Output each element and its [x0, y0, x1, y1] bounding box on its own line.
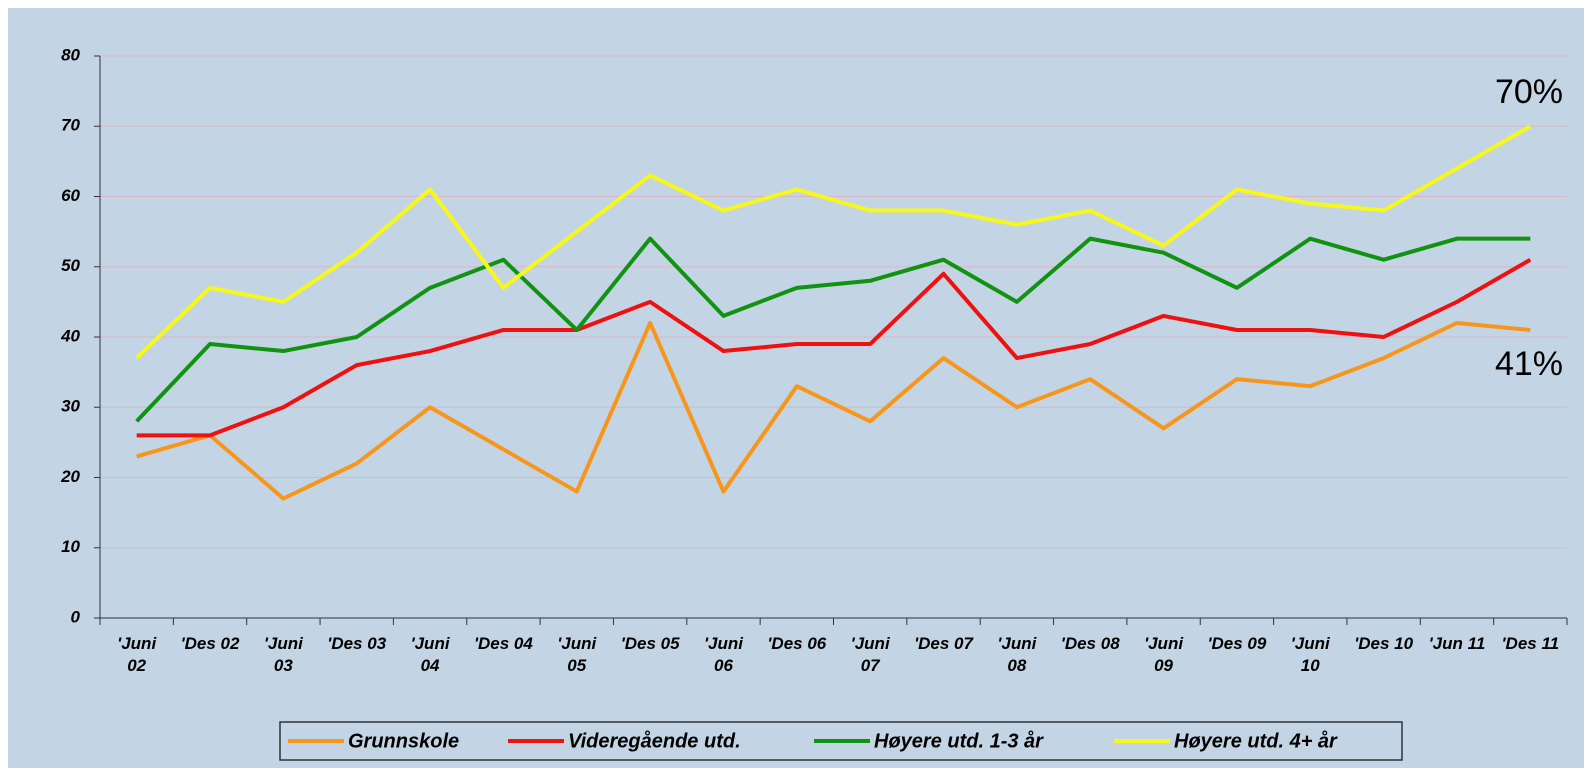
x-tick-label: 'Des 10	[1354, 634, 1414, 653]
x-tick-label: 'Juni 08	[997, 634, 1037, 675]
y-tick-label: 40	[60, 326, 80, 345]
x-tick-label: 'Juni 03	[263, 634, 303, 675]
x-tick-label: 'Juni 02	[117, 634, 157, 675]
x-tick-label: 'Juni 04	[410, 634, 450, 675]
y-tick-label: 70	[61, 116, 80, 135]
x-tick-label: 'Des 04	[473, 634, 533, 653]
legend-label: Høyere utd. 1-3 år	[874, 729, 1044, 752]
y-tick-label: 10	[61, 537, 80, 556]
legend-label: Grunnskole	[348, 730, 459, 752]
y-tick-label: 50	[61, 256, 80, 275]
x-tick-label: 'Juni 10	[1290, 634, 1330, 675]
series-line	[136, 257, 1532, 438]
legend-label: Høyere utd. 4+ år	[1174, 729, 1338, 752]
series-line	[136, 320, 1531, 501]
x-tick-label: 'Des 03	[327, 634, 387, 653]
y-tick-label: 80	[61, 45, 80, 64]
series-line	[135, 124, 1532, 360]
x-tick-label: 'Des 09	[1207, 634, 1267, 653]
x-tick-label: 'Juni 05	[557, 634, 597, 675]
x-tick-label: 'Des 02	[180, 634, 240, 653]
annotation: 41%	[1495, 345, 1563, 383]
x-tick-label: 'Juni 07	[850, 634, 890, 675]
x-tick-label: 'Des 08	[1060, 634, 1120, 653]
x-tick-label: 'Juni 09	[1144, 634, 1184, 675]
y-tick-label: 30	[61, 397, 80, 416]
x-tick-label: 'Jun 11	[1428, 634, 1486, 653]
y-tick-label: 60	[61, 186, 80, 205]
y-tick-label: 0	[71, 607, 81, 626]
x-tick-label: 'Des 05	[620, 634, 680, 653]
series-line	[135, 236, 1531, 423]
x-tick-label: 'Des 07	[914, 634, 973, 653]
y-tick-label: 20	[60, 467, 80, 486]
x-tick-label: 'Juni 06	[703, 634, 743, 675]
x-tick-label: 'Des 06	[767, 634, 827, 653]
legend-label: Videregående utd.	[568, 729, 741, 752]
x-tick-label: 'Des 11	[1501, 634, 1560, 653]
annotation: 70%	[1495, 73, 1563, 111]
